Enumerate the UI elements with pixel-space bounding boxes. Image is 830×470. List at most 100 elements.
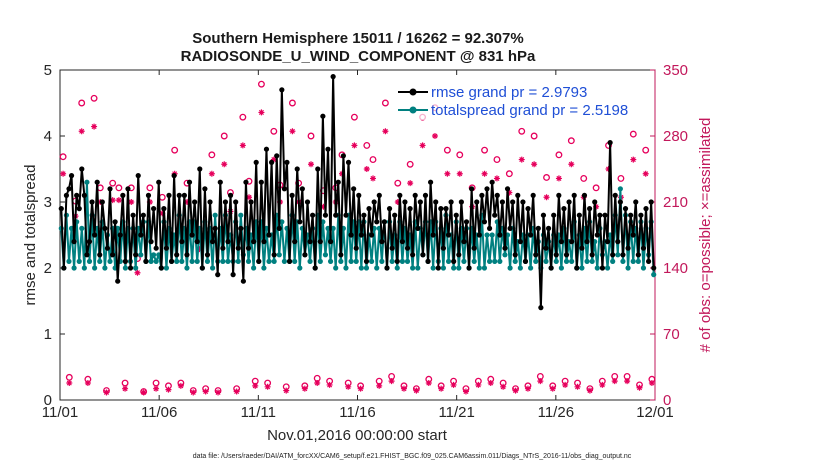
y2-tick-label: 70	[663, 326, 680, 343]
totalspread-point	[179, 258, 185, 264]
legend-rmse-label: rmse grand pr = 2.9793	[431, 84, 587, 101]
totalspread-point	[415, 265, 421, 271]
obs-assimilated-point	[326, 381, 333, 388]
obs-assimilated-point	[450, 381, 457, 388]
obs-assimilated-point	[264, 383, 271, 390]
totalspread-point	[194, 258, 200, 264]
rmse-point	[125, 186, 131, 192]
totalspread-point	[138, 252, 144, 258]
totalspread-point	[212, 212, 218, 218]
obs-assimilated-point	[549, 385, 556, 392]
totalspread-point	[389, 258, 395, 264]
rmse-point	[358, 232, 364, 238]
rmse-point	[189, 232, 195, 238]
rmse-point	[476, 232, 482, 238]
rmse-point	[584, 239, 590, 245]
totalspread-point	[322, 252, 329, 258]
rmse-point	[504, 186, 511, 192]
totalspread-point	[484, 232, 490, 238]
rmse-point	[533, 252, 539, 258]
totalspread-point	[358, 265, 364, 271]
rmse-point	[261, 239, 267, 245]
rmse-point	[192, 199, 198, 205]
rmse-point	[438, 206, 444, 212]
rmse-point	[517, 239, 523, 245]
obs-assimilated-point	[351, 142, 358, 149]
chart-subtitle: RADIOSONDE_U_WIND_COMPONENT @ 831 hPa	[181, 48, 536, 65]
rmse-point	[371, 199, 377, 205]
obs-assimilated-point	[184, 199, 191, 205]
rmse-point	[74, 192, 80, 198]
obs-possible-point	[208, 151, 216, 159]
totalspread-point	[338, 258, 344, 264]
totalspread-point	[151, 252, 157, 258]
rmse-point	[363, 258, 370, 264]
rmse-point	[312, 265, 318, 271]
rmse-point	[538, 305, 544, 311]
obs-assimilated-point	[518, 156, 525, 163]
rmse-point	[510, 199, 516, 205]
obs-assimilated-point	[568, 161, 575, 168]
obs-assimilated-point	[636, 384, 643, 391]
obs-assimilated-point	[611, 378, 618, 385]
rmse-point	[140, 212, 146, 218]
rmse-point	[133, 252, 139, 258]
obs-assimilated-point	[586, 387, 593, 394]
rmse-point	[576, 212, 582, 218]
totalspread-point	[174, 258, 180, 264]
totalspread-point	[512, 258, 518, 264]
rmse-point	[238, 225, 244, 231]
obs-assimilated-point	[363, 166, 370, 172]
totalspread-point	[292, 258, 298, 264]
rmse-point	[379, 239, 385, 245]
totalspread-point	[489, 232, 495, 238]
rmse-point	[109, 252, 116, 258]
totalspread-point	[86, 258, 93, 264]
obs-assimilated-point	[78, 128, 85, 135]
rmse-point	[515, 192, 521, 198]
obs-assimilated-point	[388, 378, 395, 385]
totalspread-point	[517, 265, 523, 271]
obs-assimilated-point	[140, 389, 147, 396]
obs-possible-point	[543, 174, 550, 181]
rmse-point	[89, 199, 95, 205]
rmse-point	[545, 225, 552, 231]
obs-assimilated-point	[599, 381, 606, 388]
rmse-point	[294, 166, 300, 172]
totalspread-point	[528, 265, 534, 271]
totalspread-point	[92, 265, 98, 271]
rmse-point	[633, 199, 639, 205]
obs-assimilated-point	[128, 199, 135, 205]
x-tick-label: 12/01	[636, 404, 674, 421]
rmse-point	[502, 245, 508, 251]
rmse-point	[415, 225, 421, 231]
obs-assimilated-point	[630, 156, 637, 163]
totalspread-point	[279, 219, 285, 225]
rmse-point	[522, 258, 529, 264]
obs-assimilated-point	[376, 382, 383, 389]
totalspread-point	[81, 265, 87, 271]
obs-possible-point	[257, 80, 265, 88]
rmse-point	[571, 192, 577, 198]
rmse-point	[384, 265, 390, 271]
rmse-point	[243, 179, 249, 185]
x-axis-label: Nov.01,2016 00:00:00 start	[267, 427, 448, 444]
totalspread-point	[266, 258, 272, 264]
rmse-point	[127, 265, 134, 271]
rmse-point	[553, 252, 559, 258]
totalspread-point	[615, 252, 621, 258]
rmse-point	[399, 239, 405, 245]
obs-possible-point	[220, 132, 228, 140]
rmse-point	[99, 199, 105, 205]
obs-possible-point	[443, 146, 451, 154]
obs-assimilated-point	[555, 175, 562, 182]
rmse-point	[289, 192, 295, 198]
totalspread-point	[430, 265, 436, 271]
totalspread-point	[486, 258, 493, 264]
totalspread-point	[220, 258, 226, 264]
rmse-point	[574, 265, 580, 271]
rmse-point	[594, 232, 600, 238]
rmse-point	[263, 146, 270, 152]
rmse-point	[325, 146, 331, 152]
